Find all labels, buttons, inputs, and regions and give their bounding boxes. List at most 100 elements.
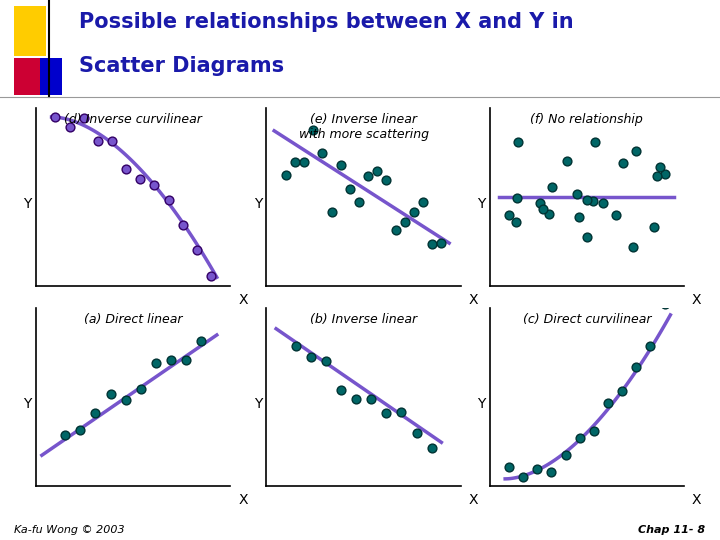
Point bbox=[59, 430, 71, 439]
Point bbox=[560, 451, 572, 460]
Point bbox=[571, 190, 582, 198]
Point bbox=[562, 157, 573, 165]
Point bbox=[573, 213, 585, 221]
Point bbox=[205, 272, 217, 280]
Point bbox=[335, 386, 347, 395]
Point bbox=[148, 181, 160, 190]
Text: (b) Inverse linear: (b) Inverse linear bbox=[310, 313, 417, 326]
Point bbox=[135, 175, 146, 184]
Text: (f) No relationship: (f) No relationship bbox=[531, 113, 643, 126]
Point bbox=[326, 207, 338, 216]
Point bbox=[644, 342, 656, 350]
Point bbox=[191, 246, 202, 254]
Point bbox=[581, 233, 593, 241]
Text: X: X bbox=[238, 493, 248, 507]
Point bbox=[588, 427, 600, 436]
Point bbox=[408, 208, 420, 217]
Point bbox=[518, 472, 529, 481]
Point bbox=[163, 195, 174, 204]
Point bbox=[105, 390, 117, 399]
Point bbox=[289, 158, 301, 166]
Point bbox=[503, 211, 515, 219]
Point bbox=[89, 408, 101, 417]
Point bbox=[531, 465, 543, 474]
Point bbox=[317, 149, 328, 158]
Point bbox=[659, 170, 670, 179]
Point bbox=[150, 359, 161, 367]
Point bbox=[436, 238, 447, 247]
Point bbox=[648, 223, 660, 232]
Text: X: X bbox=[692, 493, 701, 507]
Point bbox=[372, 167, 383, 176]
Y-axis label: Y: Y bbox=[477, 197, 485, 211]
Point bbox=[574, 433, 585, 442]
Text: (c) Direct curvilinear: (c) Direct curvilinear bbox=[523, 313, 651, 326]
Bar bbox=[14, 58, 46, 95]
Point bbox=[503, 462, 515, 471]
Y-axis label: Y: Y bbox=[24, 197, 32, 211]
Point bbox=[354, 198, 365, 206]
Point bbox=[418, 198, 429, 206]
Y-axis label: Y: Y bbox=[254, 397, 262, 411]
Point bbox=[426, 444, 438, 453]
Y-axis label: Y: Y bbox=[24, 397, 32, 411]
Point bbox=[659, 299, 670, 308]
Text: (d) Inverse curvilinear: (d) Inverse curvilinear bbox=[64, 113, 202, 126]
Point bbox=[177, 221, 189, 230]
Point bbox=[120, 395, 132, 404]
Point bbox=[546, 468, 557, 476]
Point bbox=[180, 356, 192, 364]
Text: (e) Inverse linear
with more scattering: (e) Inverse linear with more scattering bbox=[299, 113, 428, 141]
Point bbox=[510, 218, 522, 227]
Point bbox=[305, 352, 317, 361]
Text: Chap 11- 8: Chap 11- 8 bbox=[639, 524, 706, 535]
Point bbox=[64, 122, 76, 131]
Point bbox=[616, 387, 628, 395]
Bar bbox=[40, 58, 62, 95]
Point bbox=[362, 172, 374, 180]
Point bbox=[631, 363, 642, 372]
Point bbox=[298, 157, 310, 166]
Point bbox=[344, 185, 356, 193]
Point bbox=[598, 198, 609, 207]
Point bbox=[654, 163, 666, 172]
Point bbox=[280, 171, 292, 179]
Point bbox=[166, 355, 177, 364]
Point bbox=[289, 342, 302, 350]
Text: X: X bbox=[469, 493, 478, 507]
Point bbox=[307, 125, 319, 134]
Text: X: X bbox=[238, 293, 248, 307]
Text: X: X bbox=[692, 293, 701, 307]
Point bbox=[365, 395, 377, 403]
Point bbox=[588, 197, 599, 206]
Point bbox=[543, 210, 554, 219]
Bar bbox=[14, 6, 46, 56]
Point bbox=[380, 409, 392, 418]
Point bbox=[320, 356, 331, 365]
Point bbox=[546, 183, 558, 192]
Point bbox=[50, 113, 61, 122]
Point bbox=[631, 147, 642, 156]
Text: (a) Direct linear: (a) Direct linear bbox=[84, 313, 182, 326]
Point bbox=[135, 385, 147, 394]
Y-axis label: Y: Y bbox=[477, 397, 485, 411]
Point bbox=[396, 408, 408, 416]
Point bbox=[589, 138, 600, 146]
Text: X: X bbox=[469, 293, 478, 307]
Point bbox=[618, 159, 629, 167]
Text: Ka-fu Wong © 2003: Ka-fu Wong © 2003 bbox=[14, 524, 125, 535]
Point bbox=[511, 194, 523, 202]
Y-axis label: Y: Y bbox=[254, 197, 262, 211]
Point bbox=[78, 114, 89, 123]
Point bbox=[120, 165, 132, 173]
Text: Possible relationships between X and Y in: Possible relationships between X and Y i… bbox=[79, 12, 574, 32]
Point bbox=[75, 426, 86, 434]
Point bbox=[381, 176, 392, 184]
Point bbox=[335, 161, 346, 170]
Point bbox=[581, 196, 593, 205]
Point bbox=[512, 137, 523, 146]
Point bbox=[537, 205, 549, 213]
Point bbox=[602, 399, 613, 408]
Point bbox=[652, 172, 663, 180]
Point bbox=[350, 395, 361, 403]
